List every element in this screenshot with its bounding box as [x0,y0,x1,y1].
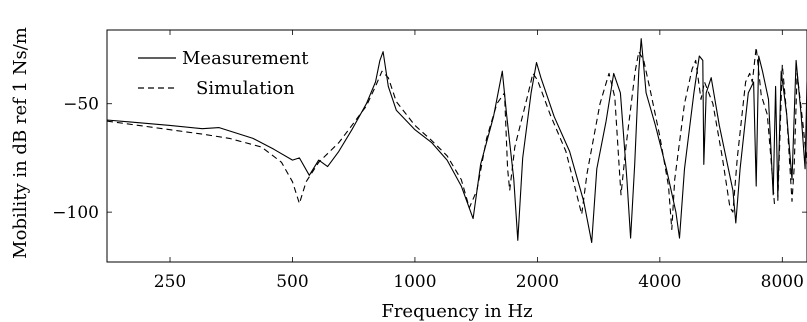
series-line-simulation [106,46,807,231]
x-tick-label: 8000 [761,272,804,292]
y-tick-label: −100 [52,203,99,223]
y-tick-label: −50 [63,95,99,115]
series-line-measurement [106,38,807,244]
legend: Measurement Simulation [138,48,309,99]
x-tick-label: 2000 [516,272,559,292]
x-tick-label: 1000 [393,272,436,292]
y-axis-label: Mobility in dB ref 1 Ns/m [10,27,31,259]
x-tick-label: 250 [154,272,186,292]
legend-label-simulation: Simulation [196,78,295,99]
x-tick-label: 4000 [638,272,681,292]
x-axis-label: Frequency in Hz [381,301,532,322]
x-tick-label: 500 [276,272,308,292]
plot-frame [106,29,807,263]
tick-group: 250 500 1000 2000 4000 8000 −50 −100 [52,30,807,292]
legend-label-measurement: Measurement [182,48,309,69]
series-group [106,38,807,244]
